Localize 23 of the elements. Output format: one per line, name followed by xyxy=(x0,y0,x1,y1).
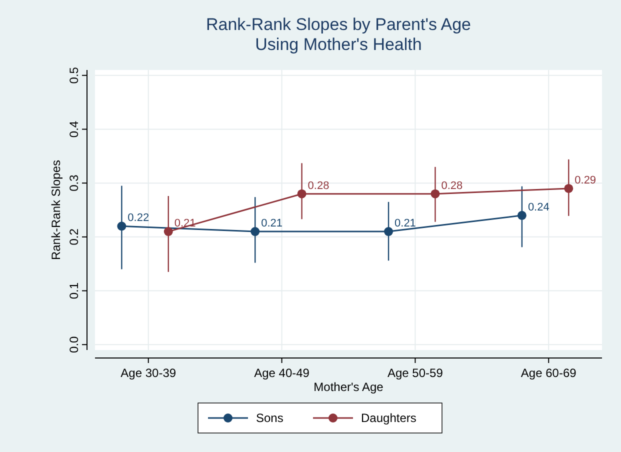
y-tick-label: 0.1 xyxy=(67,282,81,300)
y-tick-label: 0.4 xyxy=(67,120,81,138)
data-label: 0.24 xyxy=(528,201,550,214)
x-tick-label: Age 30-39 xyxy=(120,366,176,380)
data-label: 0.28 xyxy=(308,180,330,192)
y-axis-title: Rank-Rank Slopes xyxy=(49,160,63,260)
legend-label: Sons xyxy=(256,411,284,425)
chart-title: Rank-Rank Slopes by Parent's Age xyxy=(206,15,472,34)
y-tick-label: 0.3 xyxy=(67,174,81,192)
data-label: 0.21 xyxy=(394,218,416,230)
x-axis-title: Mother's Age xyxy=(314,380,384,394)
data-label: 0.21 xyxy=(261,218,283,230)
data-label: 0.28 xyxy=(441,180,463,192)
y-tick-label: 0.5 xyxy=(67,66,81,84)
data-label: 0.29 xyxy=(574,174,596,186)
chart-subtitle: Using Mother's Health xyxy=(255,35,422,54)
legend-label: Daughters xyxy=(361,411,416,425)
data-label: 0.22 xyxy=(128,212,150,224)
x-tick-label: Age 50-59 xyxy=(388,366,444,380)
y-tick-label: 0.2 xyxy=(67,228,81,246)
x-tick-label: Age 60-69 xyxy=(520,366,577,380)
y-tick-label: 0.0 xyxy=(67,336,81,353)
x-tick-label: Age 40-49 xyxy=(254,366,310,380)
